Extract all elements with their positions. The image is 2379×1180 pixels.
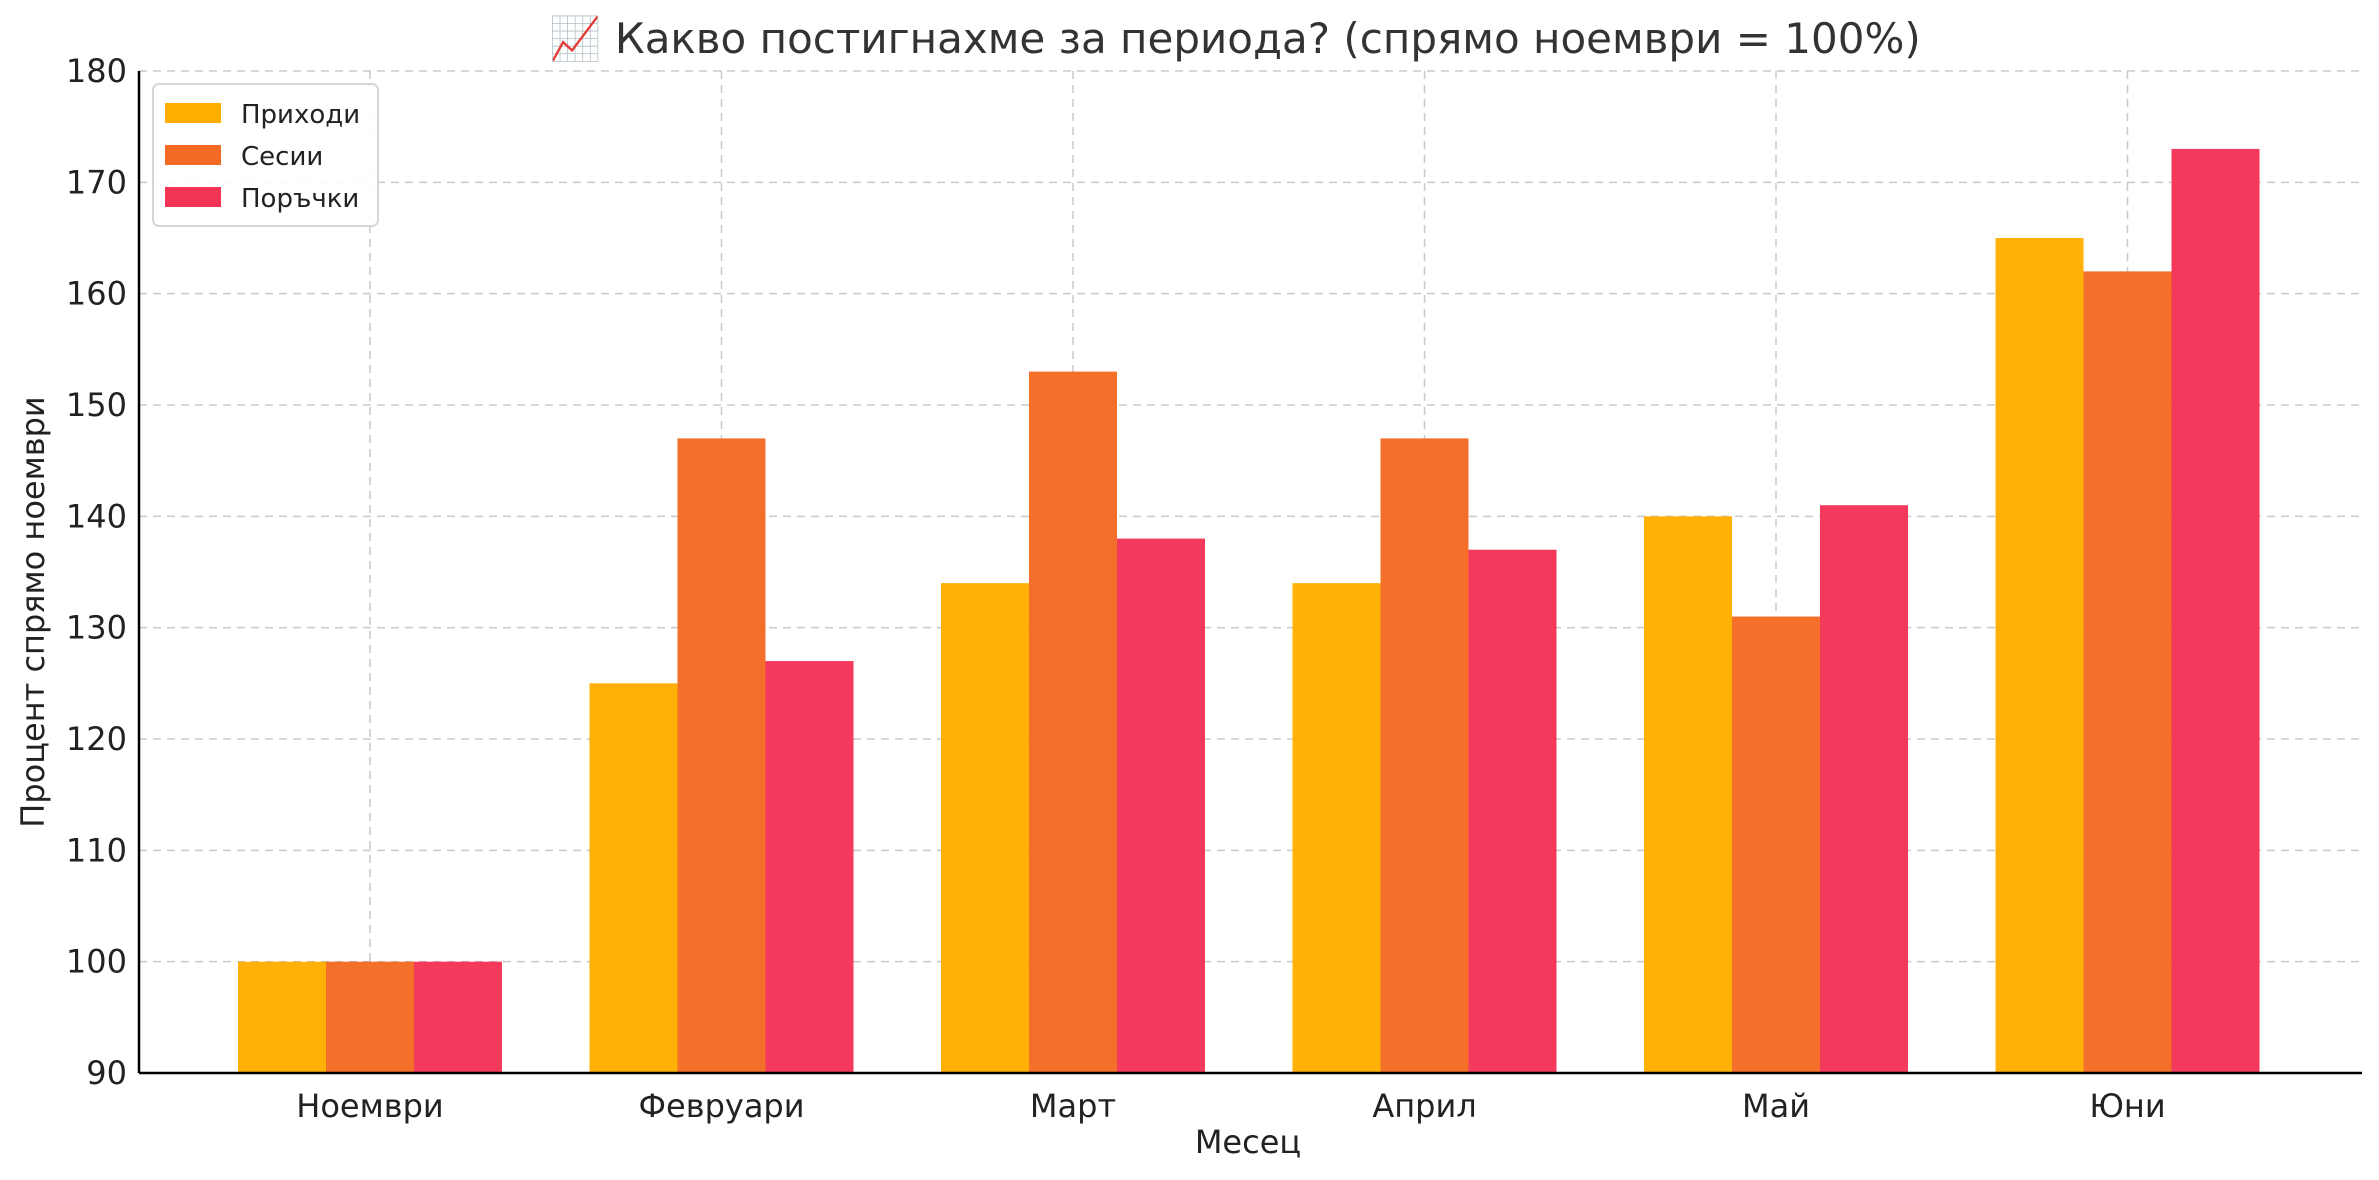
y-axis-label: Процент спрямо ноември <box>14 396 52 827</box>
axes <box>137 71 2362 1075</box>
bars <box>238 148 2260 1074</box>
bar <box>414 961 502 1073</box>
y-tick-label: 150 <box>66 386 127 424</box>
bar <box>2171 148 2260 1073</box>
bar <box>589 683 678 1073</box>
y-tick-label: 110 <box>66 831 127 869</box>
bar <box>677 438 766 1073</box>
x-tick-label: Ноември <box>296 1087 443 1125</box>
legend-swatch <box>165 145 221 165</box>
y-tick-label: 120 <box>66 720 127 758</box>
bar <box>2083 271 2172 1073</box>
bar <box>1292 583 1381 1073</box>
x-tick-label: Февруари <box>638 1087 804 1125</box>
legend-swatch <box>165 187 221 207</box>
y-tick-label: 160 <box>66 275 127 313</box>
y-tick-label: 100 <box>66 943 127 981</box>
bar <box>1468 549 1557 1073</box>
legend-swatch <box>165 103 221 123</box>
legend-label: Приходи <box>241 100 360 130</box>
x-tick-label: Април <box>1372 1087 1476 1125</box>
x-tick-label: Март <box>1030 1087 1116 1125</box>
y-tick-label: 90 <box>86 1054 127 1092</box>
bar <box>941 583 1029 1073</box>
y-tick-label: 140 <box>66 497 127 535</box>
x-tick-label: Юни <box>2089 1087 2165 1125</box>
x-tick-labels: Ноември Февруари Март Април Май Юни <box>296 1087 2165 1125</box>
bar <box>1029 371 1117 1074</box>
y-tick-label: 130 <box>66 609 127 647</box>
bar <box>326 961 414 1073</box>
bar <box>1380 438 1469 1073</box>
x-axis-label: Месец <box>1195 1123 1301 1161</box>
legend-label: Поръчки <box>241 184 359 214</box>
y-tick-label: 170 <box>66 163 127 201</box>
bar <box>238 961 326 1073</box>
legend: Приходи Сесии Поръчки <box>152 83 379 227</box>
x-tick-label: Май <box>1742 1087 1810 1125</box>
chart-title: 📈 Какво постигнахме за периода? (спрямо … <box>549 14 1921 63</box>
y-tick-labels: 90 100 110 120 130 140 150 160 170 180 <box>66 52 127 1092</box>
bar <box>1820 505 1908 1073</box>
y-tick-label: 180 <box>66 52 127 90</box>
bar <box>1117 538 1205 1073</box>
bar <box>1995 238 2084 1073</box>
bar <box>765 661 854 1073</box>
bar <box>1644 516 1732 1073</box>
bar <box>1732 616 1820 1073</box>
legend-label: Сесии <box>241 142 323 172</box>
grid <box>139 70 2362 1073</box>
